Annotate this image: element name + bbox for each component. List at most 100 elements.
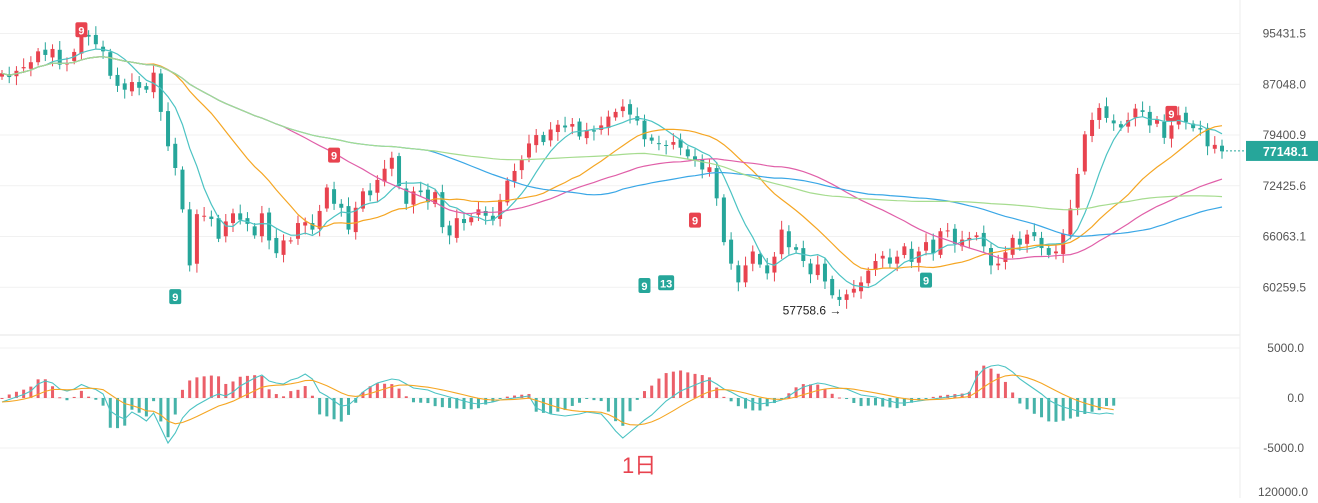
macd-bar [58,397,62,399]
candle [678,133,683,156]
td-marker: 9 [75,22,88,38]
candle [411,186,416,214]
td-marker-label: 9 [641,281,647,293]
candle-body [960,239,965,247]
candle-body [375,179,380,193]
candle [1183,106,1188,130]
candle-body [303,222,308,226]
candle [353,201,358,240]
candle [1010,234,1015,259]
macd-bar [245,375,249,398]
candle [952,224,957,253]
candle-body [591,130,596,132]
macd-bar [332,398,336,420]
macd-bar [541,398,545,413]
candle [1075,167,1080,216]
candle [267,207,272,250]
candle [14,66,19,86]
candle-body [548,129,553,141]
candle [108,48,113,80]
ma60-line [1,56,1223,237]
candle-body [216,218,221,239]
candle [570,117,575,135]
macd-bar [866,398,870,406]
candle [223,214,228,243]
candle-body [1183,112,1188,122]
candle [0,69,4,80]
candle [447,220,452,245]
macd-bar [736,398,740,407]
td-marker-badge [920,272,933,288]
candle [173,137,178,176]
macd-bar [960,393,964,398]
macd-bar [29,386,33,398]
candle [924,233,929,256]
candle [382,159,387,187]
candle [1090,112,1095,143]
candle [786,225,791,255]
candle-body [779,229,784,255]
td-marker-badge [328,147,341,163]
macd-bar [1083,398,1087,414]
candle-body [339,203,344,208]
candle-body [274,237,279,254]
macd-bar [931,396,935,398]
macd-dea-line [1,374,1114,426]
candle [360,188,365,212]
candle-body [202,215,207,217]
candle-body [895,256,900,264]
candle-body [808,263,813,275]
macd-bar [202,376,206,398]
macd-bar [628,398,632,412]
macd-tick: 0.0 [1287,391,1304,405]
macd-bar [79,390,83,398]
candle [548,122,553,147]
candle-body [166,111,171,147]
candle [1220,139,1224,159]
candle [64,57,69,72]
macd-bar [679,370,683,398]
candle [86,30,91,46]
macd-bar [325,398,329,417]
macd-bar [715,387,719,398]
candle-body [267,212,272,241]
macd-bar [455,398,459,409]
candle-body [505,180,510,203]
candle [209,210,214,227]
candle-body [1118,124,1123,128]
td-marker: 9 [328,147,341,163]
candle-body [245,218,250,224]
candle-body [425,189,430,203]
candle-body [144,86,149,90]
candle [808,258,813,284]
candle [288,237,293,244]
candle-body [360,191,365,209]
macd-bar [700,375,704,398]
macd-bar [671,371,675,398]
td-marker: 9 [169,289,182,305]
candle-body [765,265,770,274]
candle-body [21,67,26,69]
macd-bar [729,398,733,402]
candle-body [57,49,62,65]
td-marker: 9 [638,278,651,294]
macd-bar [72,396,76,398]
candle-body [750,251,755,264]
macd-bar [751,398,755,411]
candle-body [671,142,676,145]
td-marker-badge [638,278,651,294]
candle-body [822,263,827,282]
macd-bar [693,373,697,398]
candle-body [649,137,654,141]
candle [851,280,856,298]
macd-bar [830,393,834,398]
candle [526,134,531,163]
macd-bar [108,398,112,428]
macd-bar [1040,398,1044,418]
candle [591,125,596,141]
td-marker: 9 [689,212,702,228]
candle-body [1212,144,1217,149]
macd-axis: 5000.0 0.0 -5000.0 [1263,341,1304,455]
